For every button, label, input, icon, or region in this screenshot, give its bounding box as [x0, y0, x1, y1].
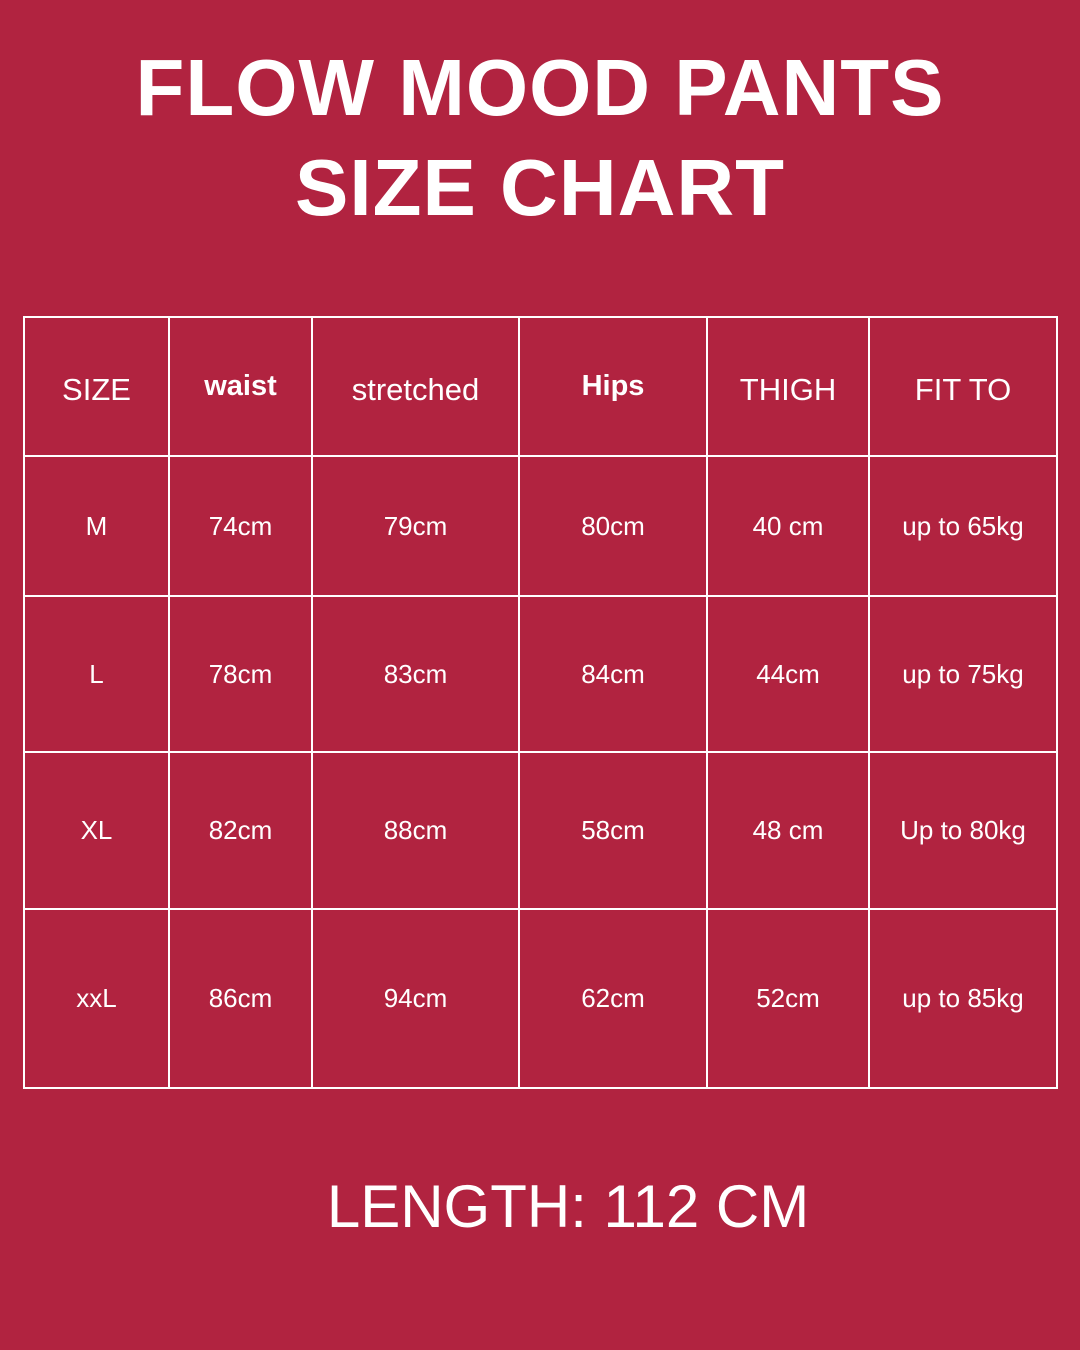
table-cell: 80cm	[520, 457, 708, 597]
table-cell: L	[25, 597, 170, 753]
table-cell: M	[25, 457, 170, 597]
table-cell: 86cm	[170, 910, 313, 1089]
header-cell: FIT TO	[870, 318, 1058, 457]
table-cell: xxL	[25, 910, 170, 1089]
table-cell: up to 85kg	[870, 910, 1058, 1089]
table-cell: 58cm	[520, 753, 708, 910]
length-note: LENGTH: 112 CM	[326, 1173, 810, 1240]
table-cell: 83cm	[313, 597, 520, 753]
table-cell: 79cm	[313, 457, 520, 597]
header-cell: THIGH	[708, 318, 870, 457]
header-cell: stretched	[313, 318, 520, 457]
table-cell: 48 cm	[708, 753, 870, 910]
header-cell: Hips	[520, 318, 708, 457]
table-cell: 52cm	[708, 910, 870, 1089]
table-cell: 94cm	[313, 910, 520, 1089]
table-cell: 84cm	[520, 597, 708, 753]
page-title-line-2: SIZE CHART	[295, 143, 785, 232]
table-cell: 88cm	[313, 753, 520, 910]
table-cell: 82cm	[170, 753, 313, 910]
page-title-line-1: FLOW MOOD PANTS	[135, 43, 945, 132]
table-cell: 74cm	[170, 457, 313, 597]
table-cell: Up to 80kg	[870, 753, 1058, 910]
header-cell: waist	[170, 318, 313, 457]
header-cell: SIZE	[25, 318, 170, 457]
table-cell: 40 cm	[708, 457, 870, 597]
table-cell: up to 65kg	[870, 457, 1058, 597]
table-cell: 78cm	[170, 597, 313, 753]
table-cell: XL	[25, 753, 170, 910]
table-cell: 44cm	[708, 597, 870, 753]
size-chart-table: SIZE waist stretched Hips THIGH FIT TO M 74cm 79…	[23, 316, 1058, 1089]
table-cell: 62cm	[520, 910, 708, 1089]
table-cell: up to 75kg	[870, 597, 1058, 753]
